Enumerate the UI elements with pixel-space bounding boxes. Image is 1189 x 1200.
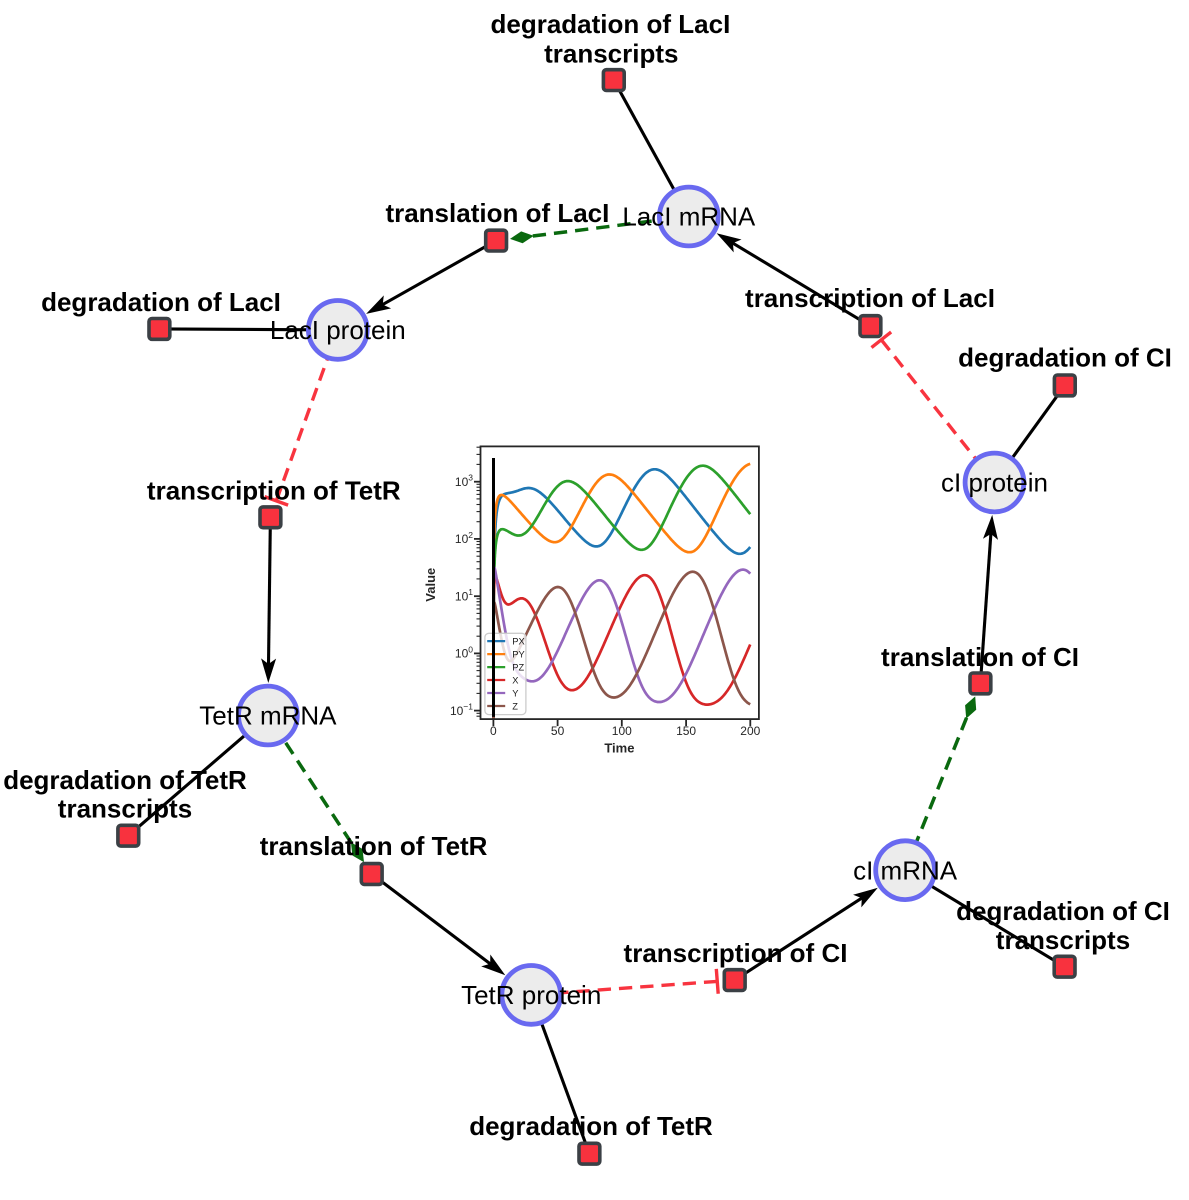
svg-text:cI protein: cI protein bbox=[941, 468, 1048, 498]
svg-text:degradation of LacI: degradation of LacI bbox=[41, 287, 281, 317]
svg-text:PX: PX bbox=[512, 636, 524, 646]
svg-text:200: 200 bbox=[740, 724, 760, 738]
svg-text:102: 102 bbox=[455, 530, 473, 546]
svg-text:PZ: PZ bbox=[512, 662, 524, 672]
svg-text:translation of CI: translation of CI bbox=[881, 642, 1079, 672]
svg-text:PY: PY bbox=[512, 649, 524, 659]
svg-text:103: 103 bbox=[455, 473, 473, 489]
svg-text:LacI mRNA: LacI mRNA bbox=[622, 202, 756, 232]
svg-text:degradation of CI: degradation of CI bbox=[956, 896, 1170, 926]
svg-text:TetR mRNA: TetR mRNA bbox=[199, 701, 337, 731]
svg-text:X: X bbox=[512, 675, 518, 685]
svg-text:degradation of TetR: degradation of TetR bbox=[469, 1111, 713, 1141]
svg-text:degradation of LacI: degradation of LacI bbox=[490, 9, 730, 39]
svg-text:transcripts: transcripts bbox=[58, 794, 192, 824]
svg-text:transcription of CI: transcription of CI bbox=[624, 938, 848, 968]
svg-text:transcripts: transcripts bbox=[544, 39, 678, 69]
svg-text:101: 101 bbox=[455, 587, 473, 603]
svg-text:10−1: 10−1 bbox=[450, 702, 473, 718]
svg-text:Value: Value bbox=[423, 568, 438, 602]
svg-text:degradation of CI: degradation of CI bbox=[958, 343, 1172, 373]
svg-text:100: 100 bbox=[455, 644, 473, 660]
svg-text:transcription of LacI: transcription of LacI bbox=[745, 283, 995, 313]
svg-text:TetR protein: TetR protein bbox=[461, 980, 601, 1010]
svg-text:50: 50 bbox=[551, 724, 565, 738]
svg-text:transcription of TetR: transcription of TetR bbox=[147, 476, 401, 506]
svg-text:cI mRNA: cI mRNA bbox=[853, 855, 958, 885]
svg-text:degradation of TetR: degradation of TetR bbox=[3, 765, 247, 795]
svg-text:Z: Z bbox=[512, 701, 518, 711]
svg-text:Y: Y bbox=[512, 688, 518, 698]
svg-text:LacI protein: LacI protein bbox=[270, 315, 406, 345]
svg-text:transcripts: transcripts bbox=[996, 925, 1130, 955]
svg-text:translation of TetR: translation of TetR bbox=[260, 831, 488, 861]
svg-text:Time: Time bbox=[604, 740, 634, 755]
svg-text:translation of LacI: translation of LacI bbox=[385, 198, 609, 228]
svg-text:100: 100 bbox=[612, 724, 632, 738]
svg-text:150: 150 bbox=[676, 724, 696, 738]
svg-text:0: 0 bbox=[490, 724, 497, 738]
